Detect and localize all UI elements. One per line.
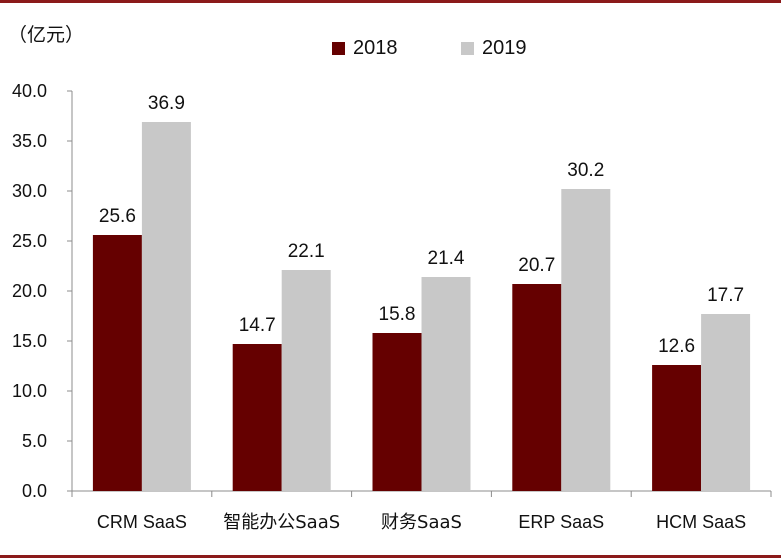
data-label-2018-2: 15.8 bbox=[379, 304, 416, 325]
data-label-2019-4: 17.7 bbox=[707, 285, 744, 306]
bar-2018-0 bbox=[92, 235, 142, 491]
category-label-1: 智能办公SaaS bbox=[223, 512, 340, 533]
category-label-2: 财务SaaS bbox=[381, 512, 462, 533]
y-tick-label: 15.0 bbox=[12, 331, 47, 351]
bar-2019-4 bbox=[701, 314, 751, 491]
y-tick-label: 40.0 bbox=[12, 81, 47, 101]
data-label-2018-1: 14.7 bbox=[239, 315, 276, 336]
bar-2019-0 bbox=[141, 122, 191, 491]
y-tick-label: 10.0 bbox=[12, 381, 47, 401]
category-label-3: ERP SaaS bbox=[518, 512, 604, 532]
bottom-border-rule bbox=[0, 555, 781, 558]
y-tick-label: 35.0 bbox=[12, 131, 47, 151]
bar-2018-2 bbox=[372, 333, 422, 491]
bar-2018-3 bbox=[512, 284, 562, 491]
y-tick-label: 5.0 bbox=[22, 431, 47, 451]
data-label-2018-4: 12.6 bbox=[658, 336, 695, 357]
y-tick-label: 0.0 bbox=[22, 481, 47, 501]
legend-label-2019: 2019 bbox=[482, 37, 527, 59]
bar-2018-1 bbox=[232, 344, 282, 491]
data-label-2019-0: 36.9 bbox=[148, 93, 185, 114]
data-label-2018-3: 20.7 bbox=[518, 255, 555, 276]
y-tick-label: 30.0 bbox=[12, 181, 47, 201]
data-label-2019-3: 30.2 bbox=[567, 160, 604, 181]
legend-label-2018: 2018 bbox=[353, 37, 398, 59]
data-label-2019-1: 22.1 bbox=[288, 241, 325, 262]
top-border-rule bbox=[0, 0, 781, 3]
legend-item-2018: 2018 bbox=[332, 37, 398, 60]
data-label-2019-2: 21.4 bbox=[428, 248, 465, 269]
bar-2019-3 bbox=[561, 189, 611, 491]
y-tick-label: 25.0 bbox=[12, 231, 47, 251]
y-axis-unit-label: （亿元） bbox=[8, 24, 85, 46]
bar-2018-4 bbox=[652, 365, 702, 491]
y-tick-label: 20.0 bbox=[12, 281, 47, 301]
legend-swatch-2019 bbox=[461, 42, 474, 55]
category-label-4: HCM SaaS bbox=[656, 512, 746, 532]
category-label-0: CRM SaaS bbox=[97, 512, 187, 532]
legend-swatch-2018 bbox=[332, 42, 345, 55]
bar-2019-1 bbox=[281, 270, 331, 491]
legend-item-2019: 2019 bbox=[461, 37, 527, 60]
bar-2019-2 bbox=[421, 277, 471, 491]
data-label-2018-0: 25.6 bbox=[99, 206, 136, 227]
